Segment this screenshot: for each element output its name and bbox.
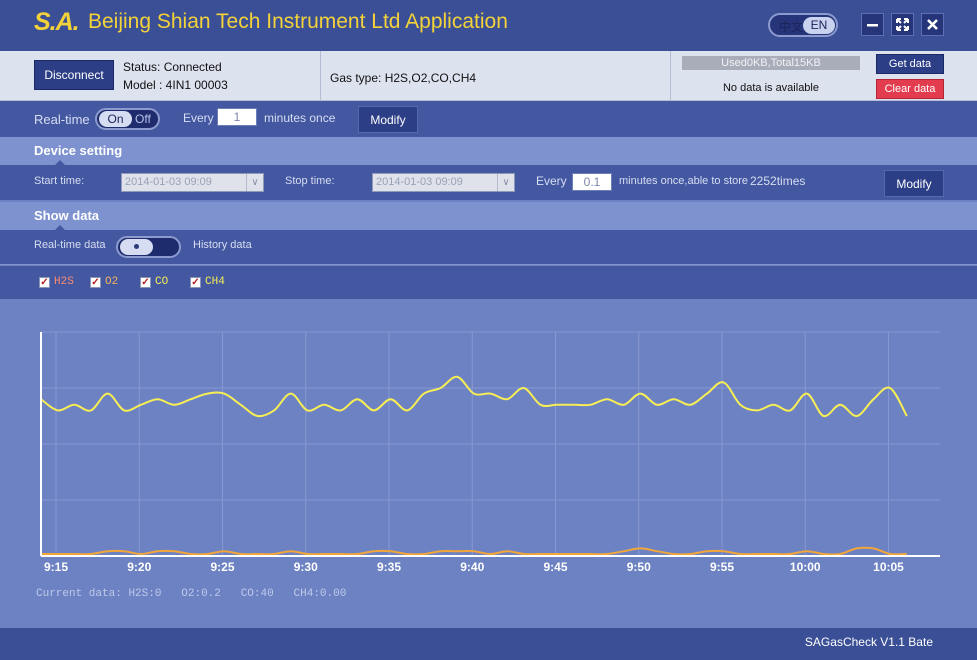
disconnect-button[interactable]: Disconnect [34,60,114,90]
series-line-co [40,375,908,418]
data-availability-text: No data is available [722,82,819,94]
stop-time-picker[interactable]: 2014-01-03 09:09 ∨ [372,173,515,192]
device-interval-input[interactable] [572,173,612,191]
current-h2s: H2S:0 [128,588,162,600]
realtime-interval-input[interactable] [217,108,257,126]
checkbox-checked-icon[interactable]: ✓ [39,277,50,288]
x-tick-label: 9:35 [377,560,401,574]
chart-ticks: 9:15 9:20 9:25 9:30 9:35 9:40 9:45 9:50 9:55 10:0… [44,560,904,574]
status-footer: SAGasCheck V1.1 Bate [0,628,977,660]
start-time-value: 2014-01-03 09:09 [125,176,212,188]
connection-bar: Disconnect Status: Connected Model : 4IN… [0,51,977,101]
x-tick-label: 9:50 [627,560,651,574]
x-tick-label: 9:20 [127,560,151,574]
stop-time-label: Stop time: [285,175,335,187]
maximize-button[interactable] [891,13,914,36]
checkbox-checked-icon[interactable]: ✓ [90,277,101,288]
chevron-down-icon[interactable]: ∨ [246,174,263,191]
legend-label: H2S [54,276,74,288]
series-line-o2 [41,546,907,556]
company-logo: S.A. [34,8,80,36]
show-data-row: Real-time data History data [0,230,977,265]
device-setting-row: Start time: 2014-01-03 09:09 ∨ Stop time… [0,165,977,200]
realtime-row: Real-time On Off Every minutes once Modi… [0,101,977,137]
connection-status: Status: Connected [123,60,222,74]
minimize-button[interactable] [861,13,884,36]
x-tick-label: 9:25 [210,560,234,574]
chart-axes [40,332,940,557]
switch-knob[interactable] [120,239,153,255]
maximize-icon [896,18,909,31]
legend-label: CH4 [205,276,225,288]
current-o2: O2:0.2 [181,588,221,600]
x-tick-label: 9:15 [44,560,68,574]
x-tick-label: 9:45 [543,560,567,574]
app-title: Beijing Shian Tech Instrument Ltd Applic… [88,10,508,33]
realtime-label: Real-time [34,112,90,127]
title-bar: S.A. Beijing Shian Tech Instrument Ltd A… [0,0,977,51]
switch-off-label: Off [135,112,151,126]
history-data-label: History data [193,239,252,251]
header-notch [54,225,66,231]
storage-usage-bar: Used0KB,Total15KB [682,56,860,70]
lang-option-cn[interactable]: 中文 [779,20,804,34]
current-data-readout: Current data: H2S:0 O2:0.2 CO:40 CH4:0.0… [36,588,346,600]
store-count: 2252times [750,174,806,188]
chart-grid [41,331,940,557]
checkbox-checked-icon[interactable]: ✓ [140,277,151,288]
legend-label: CO [155,276,169,288]
device-modify-button[interactable]: Modify [884,170,944,197]
every-label: Every [536,174,567,188]
lang-option-en[interactable]: EN [803,17,835,34]
x-tick-label: 9:30 [294,560,318,574]
current-co: CO:40 [240,588,274,600]
section-title: Show data [34,208,100,223]
chart-series [40,375,908,556]
current-data-prefix: Current data: [36,588,122,600]
x-tick-label: 10:05 [873,560,904,574]
interval-unit-label: minutes once,able to store [619,175,749,187]
start-time-label: Start time: [34,175,85,187]
x-tick-label: 9:40 [460,560,484,574]
every-label: Every [183,111,214,125]
close-button[interactable] [921,13,944,36]
gas-type: Gas type: H2S,O2,CO,CH4 [330,71,477,85]
current-ch4: CH4:0.00 [293,588,347,600]
checkbox-checked-icon[interactable]: ✓ [190,277,201,288]
close-icon [927,19,938,30]
x-tick-label: 9:55 [710,560,734,574]
gas-concentration-chart: 9:15 9:20 9:25 9:30 9:35 9:40 9:45 9:50 9:55 10:0… [40,331,940,574]
divider [320,51,321,101]
realtime-switch[interactable]: On Off [95,108,160,130]
section-title: Device setting [34,143,123,158]
device-model: Model : 4IN1 00003 [123,78,228,92]
app-version: SAGasCheck V1.1 Bate [804,635,933,649]
show-data-header: Show data [0,202,977,231]
legend-label: O2 [105,276,119,288]
legend-row: ✓ H2S ✓ O2 ✓ CO ✓ CH4 [0,266,977,299]
data-mode-switch[interactable] [116,236,181,258]
header-notch [54,160,66,166]
clear-data-button[interactable]: Clear data [876,79,944,99]
interval-unit-label: minutes once [264,111,336,125]
stop-time-value: 2014-01-03 09:09 [376,176,463,188]
realtime-modify-button[interactable]: Modify [358,106,418,133]
chart-area: 9:15 9:20 9:25 9:30 9:35 9:40 9:45 9:50 9:55 10:0… [0,299,977,628]
chevron-down-icon[interactable]: ∨ [497,174,514,191]
divider [670,51,671,101]
switch-on-label: On [99,111,132,127]
get-data-button[interactable]: Get data [876,54,944,74]
realtime-data-label: Real-time data [34,239,106,251]
language-toggle[interactable]: 中文 EN [768,13,838,37]
x-tick-label: 10:00 [790,560,821,574]
start-time-picker[interactable]: 2014-01-03 09:09 ∨ [121,173,264,192]
minimize-icon [867,24,878,27]
device-setting-header: Device setting [0,137,977,166]
